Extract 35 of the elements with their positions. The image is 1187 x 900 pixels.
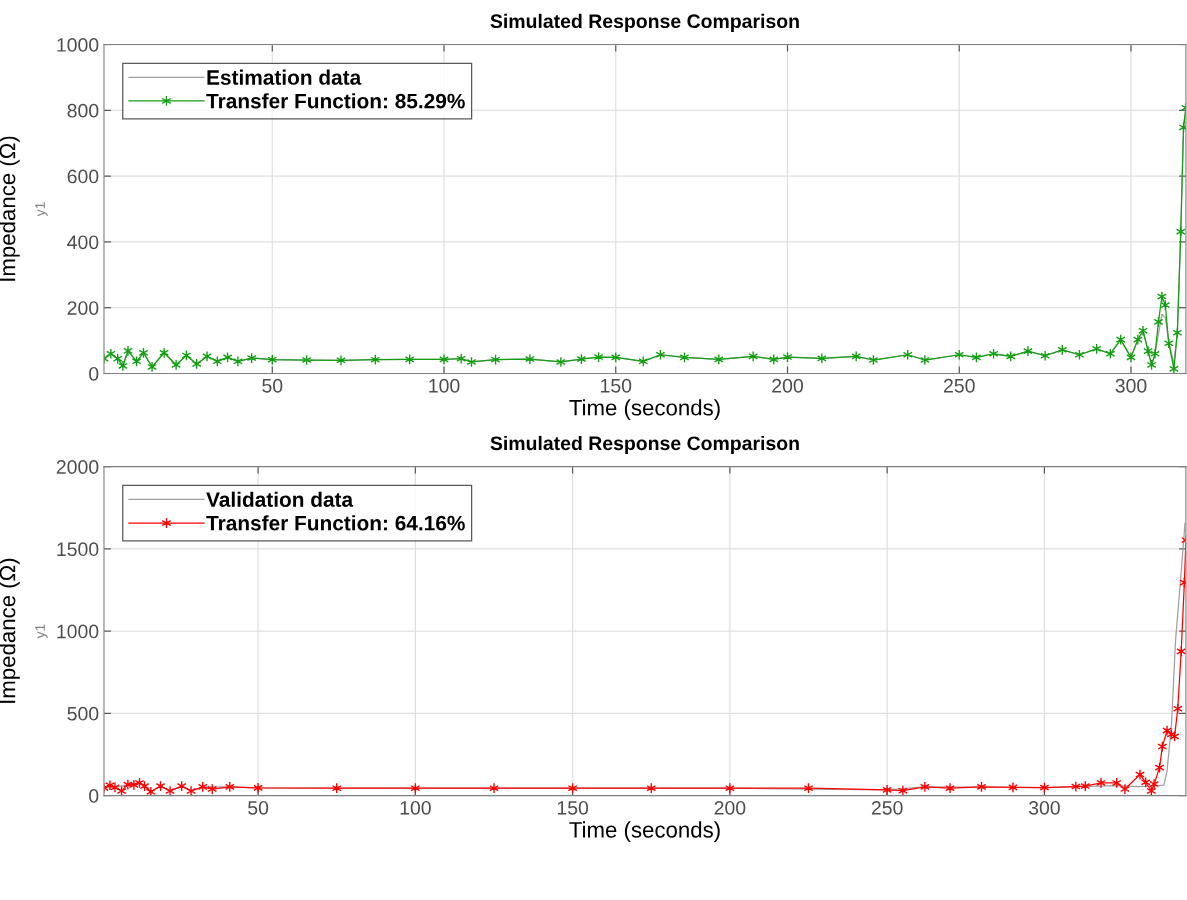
x-tick-label: 100 — [429, 378, 460, 393]
y-tick-label: 1000 — [57, 624, 99, 639]
y-tick-label: 500 — [67, 706, 99, 721]
x-tick-label: 250 — [944, 378, 975, 393]
x-axis-title: Time (seconds) — [569, 821, 720, 843]
x-tick-label: 300 — [1115, 378, 1147, 393]
y-axis-title: Impedance (Ω) — [0, 136, 20, 281]
y-axis-title: Impedance (Ω) — [0, 558, 20, 703]
x-tick-label: 150 — [601, 378, 632, 393]
y-tick-label: 400 — [67, 235, 99, 250]
y-tick-label: 600 — [67, 169, 99, 184]
text: y1 — [35, 202, 48, 217]
y-tick-label: 800 — [67, 103, 99, 118]
y-tick-label: 1500 — [57, 542, 99, 557]
legend-label: Transfer Function: 85.29% — [206, 93, 465, 109]
x-tick-label: 50 — [248, 800, 269, 815]
legend-label: Validation data — [206, 491, 354, 507]
chart-title: Simulated Response Comparison — [490, 435, 799, 455]
x-tick-label: 150 — [557, 800, 589, 815]
x-tick-label: 200 — [714, 800, 746, 815]
x-tick-label: 50 — [262, 378, 283, 393]
x-tick-label: 200 — [772, 378, 803, 393]
x-tick-label: 250 — [871, 800, 903, 815]
chart-title: Simulated Response Comparison — [490, 13, 799, 32]
y-tick-label: 1000 — [57, 38, 99, 52]
legend-label: Estimation data — [207, 69, 362, 85]
legend-label: Transfer Function: 64.16% — [206, 515, 465, 531]
y-tick-label: 200 — [67, 301, 99, 315]
text: y1 — [35, 624, 48, 639]
x-tick-label: 300 — [1028, 800, 1060, 815]
y-tick-label: 0 — [89, 789, 99, 803]
y-tick-label: 2000 — [56, 460, 99, 474]
x-axis-title: Time (seconds) — [569, 399, 720, 420]
x-tick-label: 100 — [400, 800, 431, 815]
y-tick-label: 0 — [89, 366, 99, 381]
